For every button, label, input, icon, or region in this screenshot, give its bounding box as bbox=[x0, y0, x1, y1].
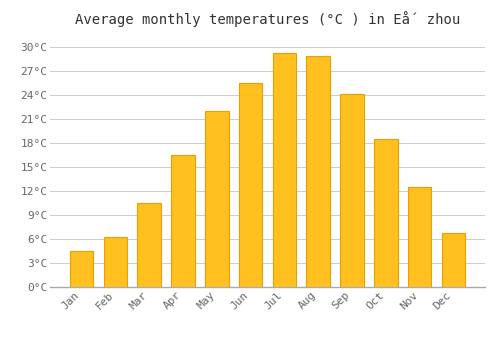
Bar bbox=[70, 251, 94, 287]
Bar bbox=[104, 237, 127, 287]
Bar bbox=[239, 83, 262, 287]
Bar bbox=[205, 111, 229, 287]
Bar bbox=[306, 56, 330, 287]
Bar bbox=[374, 139, 398, 287]
Title: Average monthly temperatures (°C ) in Eǻ zhou: Average monthly temperatures (°C ) in Eå… bbox=[75, 11, 460, 27]
Bar bbox=[408, 187, 432, 287]
Bar bbox=[138, 203, 161, 287]
Bar bbox=[442, 233, 465, 287]
Bar bbox=[272, 52, 296, 287]
Bar bbox=[171, 155, 195, 287]
Bar bbox=[340, 94, 364, 287]
